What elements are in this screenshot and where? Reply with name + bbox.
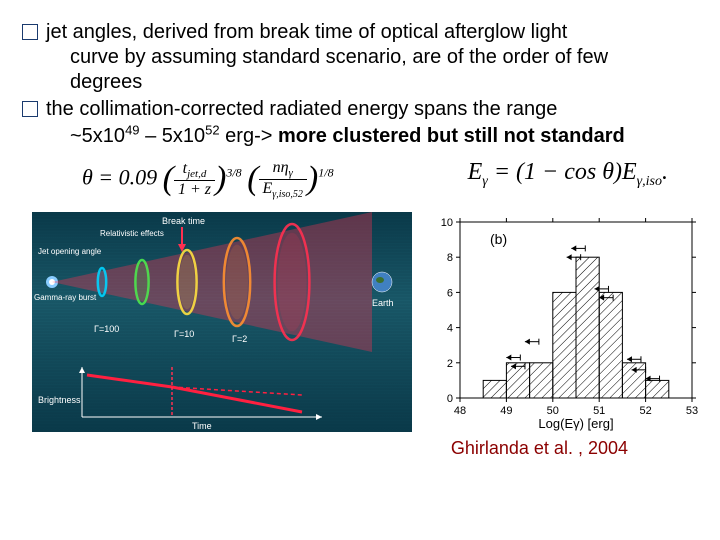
svg-text:Γ=10: Γ=10 [174, 329, 194, 339]
svg-text:Time: Time [192, 421, 212, 431]
svg-text:52: 52 [639, 405, 651, 417]
bullet-marker-icon [22, 24, 38, 40]
svg-text:53: 53 [686, 405, 698, 417]
b1l2: curve by assuming standard scenario, are… [70, 46, 608, 68]
svg-text:Relativistic effects: Relativistic effects [100, 229, 164, 238]
b2l2c: erg-> [220, 125, 278, 147]
svg-text:Γ=2: Γ=2 [232, 334, 247, 344]
bullet-2: the collimation-corrected radiated energ… [22, 97, 698, 149]
b1l3: degrees [70, 71, 142, 93]
formula-theta: θ = 0.09 (tjet,d1 + z)3/8 (nηγEγ,iso,52)… [82, 159, 334, 200]
bullet-1-text: jet angles, derived from break time of o… [46, 20, 608, 95]
b2bold: more clustered but still not standard [278, 125, 625, 147]
bullet-marker-icon [22, 101, 38, 117]
bullet-1: jet angles, derived from break time of o… [22, 20, 698, 95]
svg-text:2: 2 [447, 358, 453, 370]
b2sup2: 52 [205, 122, 219, 137]
b2l2a: ~5x10 [70, 125, 125, 147]
b2l1: the collimation-corrected radiated energ… [46, 98, 557, 120]
svg-text:Γ=100: Γ=100 [94, 324, 119, 334]
formula-egamma: Eγ = (1 − cos θ)Eγ,iso. [468, 159, 668, 200]
svg-text:49: 49 [500, 405, 512, 417]
svg-text:48: 48 [454, 405, 466, 417]
formula-row: θ = 0.09 (tjet,d1 + z)3/8 (nηγEγ,iso,52)… [22, 151, 698, 212]
b1l1: jet angles, derived from break time of o… [46, 21, 567, 43]
svg-text:4: 4 [447, 323, 453, 335]
bullet-2-text: the collimation-corrected radiated energ… [46, 97, 625, 149]
svg-text:Jet opening angle: Jet opening angle [38, 247, 102, 256]
svg-text:(b): (b) [490, 231, 507, 247]
svg-text:Log(Eγ) [erg]: Log(Eγ) [erg] [538, 416, 613, 431]
svg-text:Brightness: Brightness [38, 395, 81, 405]
svg-text:Gamma-ray burst: Gamma-ray burst [34, 293, 97, 302]
svg-text:8: 8 [447, 252, 453, 264]
svg-text:10: 10 [441, 217, 453, 229]
b2l2b: – 5x10 [140, 125, 206, 147]
b2sup1: 49 [125, 122, 139, 137]
svg-text:Break time: Break time [162, 216, 205, 226]
svg-text:0: 0 [447, 393, 453, 405]
svg-text:6: 6 [447, 287, 453, 299]
jet-diagram: Earth Break time Relativistic effects Jet o… [32, 212, 412, 432]
svg-text:Earth: Earth [372, 298, 394, 308]
histogram-panel: 0246810484950515253(b)Log(Eγ) [erg] [422, 212, 702, 432]
citation: Ghirlanda et al. , 2004 [22, 438, 698, 459]
